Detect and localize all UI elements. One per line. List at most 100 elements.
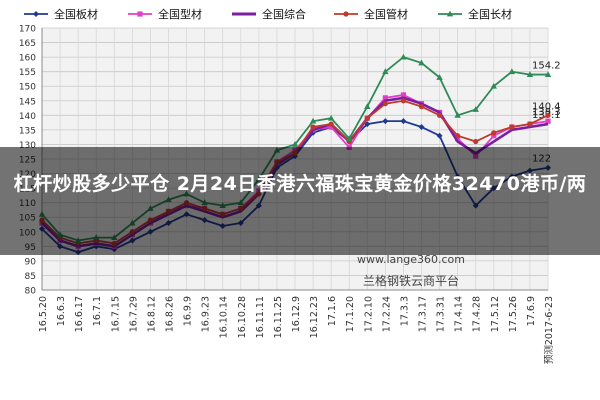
x-tick-label: 16.5.20 — [38, 296, 49, 332]
point-marker — [436, 112, 443, 118]
end-value-label: 140.4 — [532, 101, 561, 112]
point-marker — [473, 138, 479, 145]
point-marker — [33, 11, 39, 17]
x-tick-label: 预测2017-6-23 — [544, 296, 555, 364]
x-tick-label: 16.6.17 — [74, 296, 85, 332]
point-marker — [545, 112, 551, 118]
legend-label: 全国综合 — [262, 7, 306, 21]
legend-label: 全国长材 — [468, 7, 512, 21]
point-marker — [364, 103, 371, 109]
point-marker — [509, 124, 515, 130]
point-marker — [545, 118, 551, 124]
y-tick-label: 130 — [19, 141, 36, 151]
x-tick-label: 17.6.9 — [526, 296, 537, 326]
x-tick-label: 17.1.20 — [345, 296, 356, 332]
point-marker — [382, 68, 389, 75]
legend-label: 全国管材 — [364, 7, 408, 21]
point-marker — [364, 121, 371, 128]
x-tick-label: 17.4.14 — [454, 296, 465, 332]
legend-label: 全国板材 — [54, 7, 98, 21]
x-tick-label: 16.8.12 — [146, 296, 157, 332]
x-tick-label: 16.10.14 — [219, 296, 230, 338]
y-tick-label: 170 — [19, 25, 36, 35]
point-marker — [327, 114, 335, 121]
x-tick-label: 16.8.26 — [165, 296, 176, 332]
end-value-label: 154.2 — [532, 61, 561, 72]
point-marker — [526, 71, 534, 77]
legend-item: 全国型材 — [128, 7, 202, 21]
watermark: www.lange360.com 兰格钢铁云商平台 — [322, 252, 500, 289]
legend-item: 全国综合 — [232, 7, 306, 21]
legend-item: 全国板材 — [24, 7, 98, 21]
point-marker — [328, 124, 334, 130]
legend: 全国板材 全国型材 全国综合 全国管材 全国长材 — [24, 7, 512, 21]
point-marker — [418, 123, 425, 130]
y-tick-label: 80 — [25, 287, 37, 297]
point-marker — [310, 124, 316, 130]
legend-label: 全国型材 — [158, 7, 202, 21]
point-marker — [328, 121, 334, 127]
x-tick-label: 17.5.26 — [508, 296, 519, 332]
point-marker — [382, 101, 388, 107]
point-marker — [418, 59, 425, 66]
point-marker — [491, 130, 497, 136]
point-marker — [446, 10, 454, 17]
y-tick-label: 85 — [25, 272, 36, 282]
y-tick-label: 155 — [19, 68, 36, 78]
x-tick-label: 17.3.31 — [436, 296, 447, 332]
x-tick-label: 17.2.10 — [363, 296, 374, 332]
point-marker — [400, 92, 407, 98]
point-marker — [527, 121, 533, 127]
point-marker — [400, 53, 407, 60]
point-marker — [491, 133, 497, 139]
x-tick-label: 16.11.25 — [273, 296, 284, 338]
x-tick-label: 16.9.23 — [201, 296, 212, 332]
point-marker — [418, 104, 425, 110]
point-marker — [400, 98, 407, 104]
point-marker — [455, 136, 461, 142]
x-tick-label: 17.2.24 — [381, 296, 392, 332]
point-marker — [291, 141, 299, 147]
point-marker — [346, 135, 353, 142]
x-tick-label: 16.12.9 — [291, 296, 302, 332]
x-tick-label: 16.7.15 — [110, 296, 121, 332]
article-title-banner: 杠杆炒股多少平仓 2月24日香港六福珠宝黄金价格32470港币/两 — [0, 147, 600, 255]
legend-item: 全国长材 — [438, 7, 512, 21]
point-marker — [490, 82, 497, 89]
point-marker — [382, 95, 388, 101]
y-tick-label: 160 — [19, 54, 36, 64]
point-marker — [137, 11, 143, 17]
point-marker — [454, 111, 461, 118]
x-tick-label: 16.7.29 — [128, 296, 139, 332]
point-marker — [364, 115, 370, 121]
y-tick-label: 140 — [19, 112, 36, 122]
y-tick-label: 165 — [19, 39, 36, 49]
x-tick-label: 17.3.3 — [399, 296, 410, 326]
point-marker — [436, 74, 443, 80]
point-marker — [436, 132, 443, 139]
x-tick-label: 16.9.9 — [183, 296, 194, 326]
watermark-site: www.lange360.com — [357, 253, 465, 266]
point-marker — [472, 106, 479, 112]
y-tick-label: 135 — [19, 126, 36, 136]
watermark-name: 兰格钢铁云商平台 — [362, 274, 459, 288]
point-marker — [343, 11, 349, 17]
x-tick-label: 16.12.23 — [309, 296, 320, 338]
end-value-label: 138.3 — [532, 107, 561, 118]
y-tick-label: 150 — [19, 83, 36, 93]
legend-item: 全国管材 — [334, 7, 408, 21]
x-tick-label: 16.6.3 — [56, 296, 67, 326]
point-marker — [400, 118, 407, 125]
x-tick-label: 17.1.6 — [327, 296, 338, 326]
x-tick-label: 16.10.28 — [237, 296, 248, 338]
point-marker — [508, 68, 516, 75]
x-tick-label: 16.7.1 — [92, 296, 103, 326]
x-tick-label: 17.4.28 — [472, 296, 483, 332]
point-marker — [382, 118, 389, 125]
y-tick-label: 90 — [25, 257, 37, 267]
y-tick-label: 145 — [19, 97, 36, 107]
point-marker — [544, 71, 552, 77]
point-marker — [309, 117, 317, 124]
point-marker — [455, 133, 461, 139]
